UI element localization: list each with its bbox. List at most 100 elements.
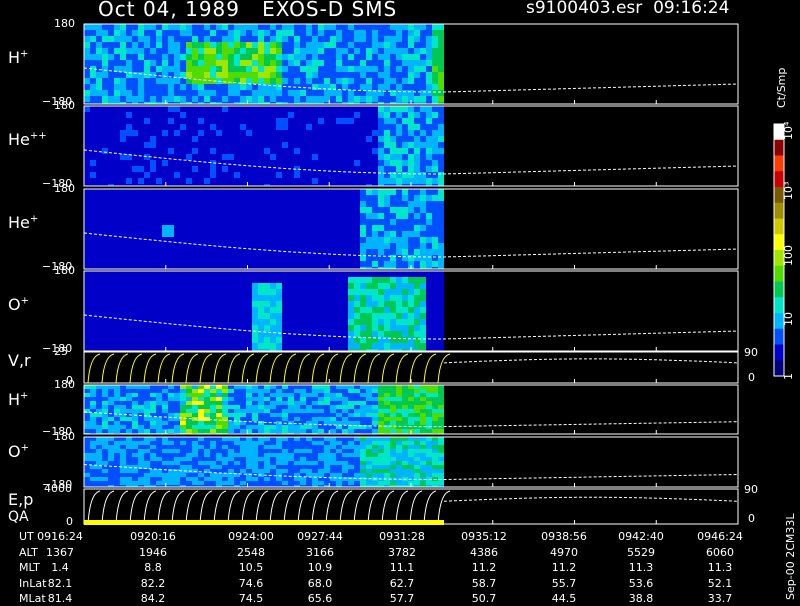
heatmap-cell: [372, 437, 378, 441]
heatmap-cell: [276, 160, 282, 166]
heatmap-cell: [228, 112, 234, 118]
heatmap-cell: [174, 225, 180, 231]
heatmap-cell: [96, 283, 102, 289]
heatmap-cell: [270, 277, 276, 283]
heatmap-cell: [90, 477, 96, 481]
heatmap-cell: [264, 148, 270, 154]
heatmap-cell: [312, 271, 318, 277]
heatmap-cell: [366, 243, 372, 249]
heatmap-cell: [216, 225, 222, 231]
heatmap-cell: [420, 449, 426, 453]
heatmap-cell: [96, 60, 102, 66]
heatmap-cell: [138, 172, 144, 178]
heatmap-cell: [150, 54, 156, 60]
heatmap-cell: [378, 213, 384, 219]
heatmap-cell: [414, 277, 420, 283]
heatmap-cell: [216, 413, 222, 417]
heatmap-cell: [420, 48, 426, 54]
heatmap-cell: [144, 124, 150, 130]
heatmap-cell: [390, 429, 396, 433]
heatmap-cell: [258, 231, 264, 237]
heatmap-cell: [264, 154, 270, 160]
heatmap-cell: [402, 24, 408, 30]
heatmap-cell: [144, 78, 150, 84]
heatmap-cell: [114, 112, 120, 118]
heatmap-cell: [342, 421, 348, 425]
heatmap-cell: [360, 325, 366, 331]
heatmap-cell: [366, 413, 372, 417]
heatmap-cell: [396, 481, 402, 485]
heatmap-cell: [240, 429, 246, 433]
heatmap-cell: [426, 437, 432, 441]
heatmap-cell: [204, 307, 210, 313]
heatmap-cell: [426, 84, 432, 90]
heatmap-cell: [156, 437, 162, 441]
heatmap-cell: [138, 136, 144, 142]
heatmap-cell: [426, 219, 432, 225]
heatmap-cell: [234, 225, 240, 231]
heatmap-cell: [324, 142, 330, 148]
heatmap-cell: [348, 189, 354, 195]
heatmap-cell: [276, 393, 282, 397]
heatmap-cell: [222, 219, 228, 225]
heatmap-cell: [330, 24, 336, 30]
heatmap-cell: [192, 271, 198, 277]
heatmap-cell: [120, 421, 126, 425]
heatmap-cell: [318, 393, 324, 397]
heatmap-cell: [96, 48, 102, 54]
heatmap-cell: [168, 331, 174, 337]
heatmap-cell: [96, 437, 102, 441]
heatmap-cell: [270, 54, 276, 60]
heatmap-cell: [408, 469, 414, 473]
heatmap-cell: [96, 124, 102, 130]
heatmap-cell: [294, 106, 300, 112]
heatmap-cell: [108, 78, 114, 84]
heatmap-cell: [420, 225, 426, 231]
heatmap-cell: [300, 213, 306, 219]
heatmap-cell: [300, 225, 306, 231]
heatmap-cell: [246, 417, 252, 421]
heatmap-cell: [126, 201, 132, 207]
heatmap-cell: [288, 178, 294, 184]
heatmap-cell: [174, 393, 180, 397]
heatmap-cell: [318, 405, 324, 409]
heatmap-cell: [384, 96, 390, 102]
heatmap-cell: [138, 106, 144, 112]
heatmap-cell: [132, 219, 138, 225]
heatmap-cell: [426, 178, 432, 184]
heatmap-cell: [246, 42, 252, 48]
heatmap-cell: [426, 201, 432, 207]
heatmap-cell: [270, 307, 276, 313]
heatmap-cell: [228, 405, 234, 409]
heatmap-cell: [96, 30, 102, 36]
heatmap-cell: [90, 160, 96, 166]
heatmap-cell: [114, 249, 120, 255]
heatmap-cell: [402, 445, 408, 449]
heatmap-cell: [300, 429, 306, 433]
heatmap-cell: [354, 189, 360, 195]
heatmap-cell: [294, 289, 300, 295]
heatmap-cell: [414, 343, 420, 349]
heatmap-cell: [180, 96, 186, 102]
heatmap-cell: [210, 307, 216, 313]
heatmap-cell: [210, 231, 216, 237]
heatmap-cell: [300, 343, 306, 349]
heatmap-cell: [282, 277, 288, 283]
heatmap-cell: [162, 337, 168, 343]
heatmap-cell: [330, 441, 336, 445]
heatmap-cell: [228, 243, 234, 249]
heatmap-cell: [348, 54, 354, 60]
heatmap-cell: [252, 84, 258, 90]
heatmap-cell: [174, 66, 180, 72]
heatmap-cell: [222, 283, 228, 289]
heatmap-cell: [324, 225, 330, 231]
heatmap-cell: [396, 172, 402, 178]
heatmap-cell: [366, 66, 372, 72]
heatmap-cell: [204, 96, 210, 102]
heatmap-cell: [156, 461, 162, 465]
heatmap-cell: [336, 295, 342, 301]
heatmap-cell: [408, 313, 414, 319]
heatmap-cell: [432, 289, 438, 295]
heatmap-cell: [342, 48, 348, 54]
heatmap-cell: [312, 465, 318, 469]
